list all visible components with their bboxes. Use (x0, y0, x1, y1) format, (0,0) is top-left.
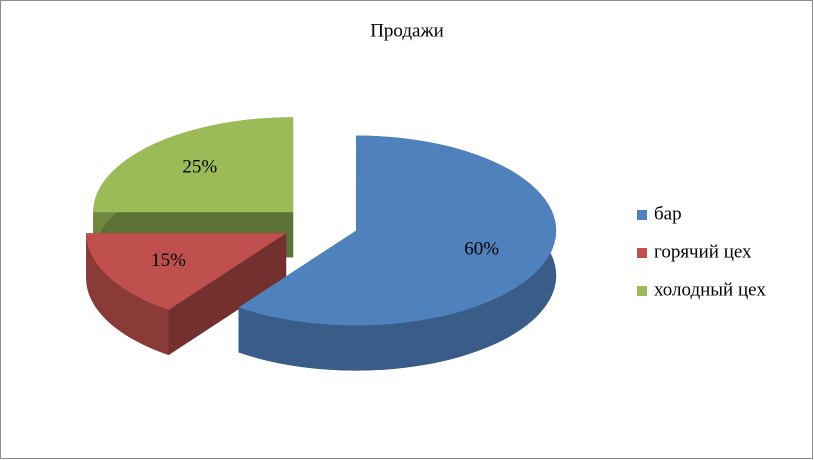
legend-swatch (637, 286, 647, 296)
data-label: 15% (151, 250, 186, 271)
legend-swatch (637, 210, 647, 220)
legend: бар горячий цех холодный цех (637, 203, 766, 300)
chart-title: Продажи (370, 20, 444, 41)
legend-label: бар (654, 203, 682, 224)
legend-label: холодный цех (654, 279, 766, 300)
data-label: 25% (182, 156, 217, 177)
data-label: 60% (464, 238, 499, 259)
slice (86, 233, 287, 311)
legend-swatch (637, 248, 647, 258)
legend-label: горячий цех (654, 241, 752, 262)
slice-rim (86, 233, 169, 356)
slice (238, 135, 557, 326)
slice (93, 117, 294, 213)
pie: 60% 15% 25% (86, 117, 557, 371)
